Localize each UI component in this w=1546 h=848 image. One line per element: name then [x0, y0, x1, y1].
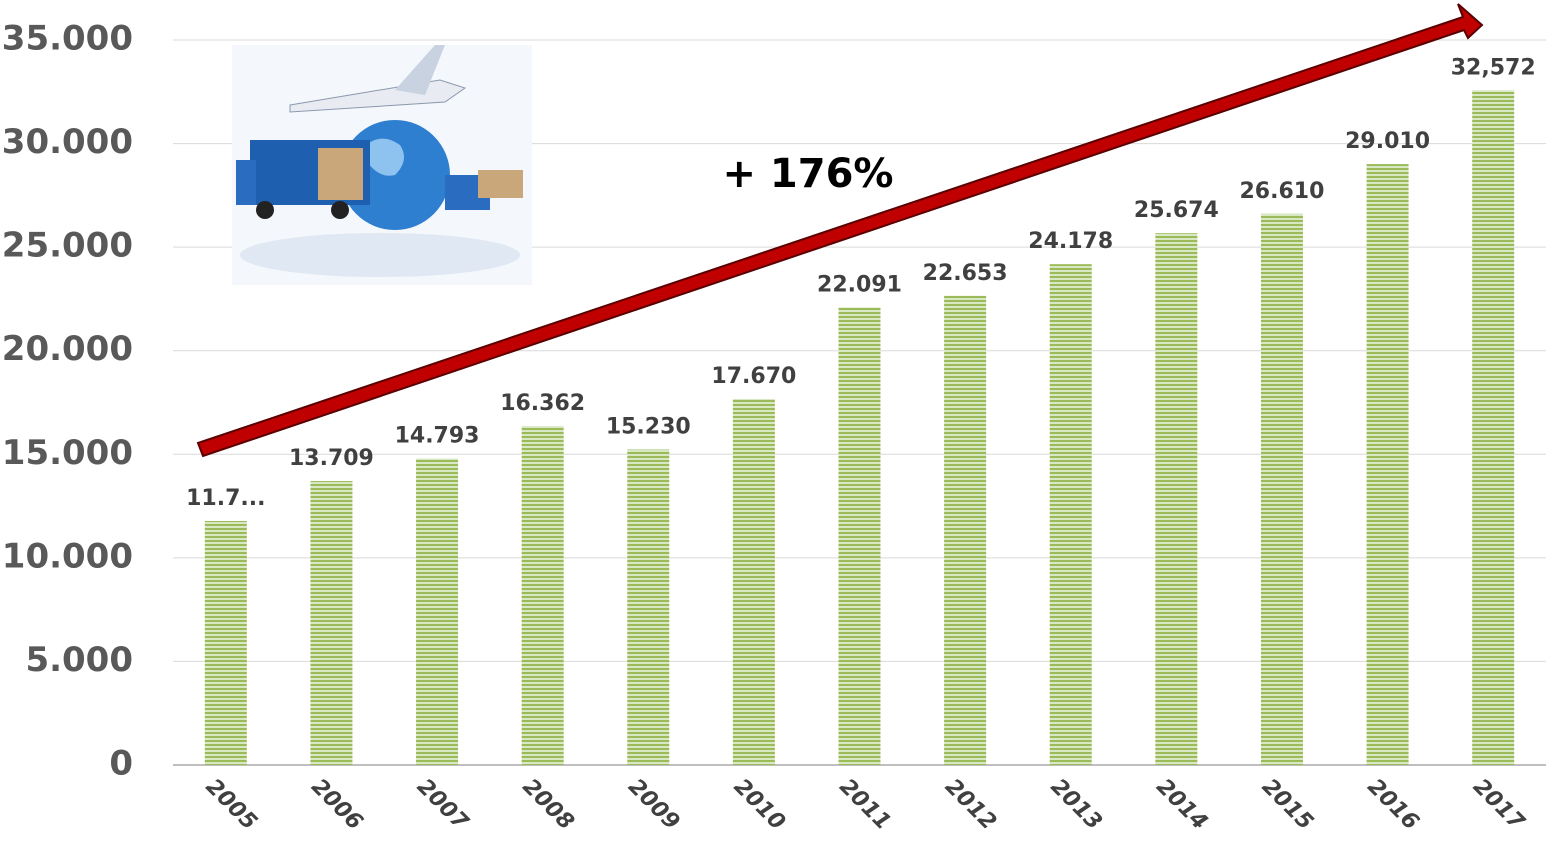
x-tick-label: 2010: [729, 774, 790, 835]
x-tick-label: 2005: [201, 774, 262, 835]
value-label: 17.670: [711, 364, 796, 389]
x-tick-label: 2006: [306, 774, 367, 835]
bar: [1049, 264, 1092, 765]
value-label: 32,572: [1451, 55, 1536, 80]
value-label: 11.7...: [186, 486, 265, 511]
y-tick-label: 20.000: [2, 329, 133, 369]
x-tick-label: 2008: [518, 774, 579, 835]
y-tick-label: 30.000: [2, 122, 133, 162]
x-tick-label: 2017: [1468, 774, 1529, 835]
x-tick-label: 2007: [412, 774, 473, 835]
bar: [1155, 233, 1198, 766]
y-tick-label: 35.000: [2, 19, 133, 59]
value-label: 22.091: [817, 272, 902, 297]
bar: [732, 398, 775, 765]
value-label: 25.674: [1134, 198, 1219, 223]
annotation: + 176%: [722, 151, 893, 197]
bar: [1260, 213, 1303, 766]
value-label: 15.230: [606, 415, 691, 440]
value-label: 26.610: [1240, 179, 1325, 204]
bar: [1366, 164, 1409, 766]
value-label: 13.709: [289, 446, 374, 471]
y-tick-label: 10.000: [2, 536, 133, 576]
bar: [521, 426, 564, 765]
y-tick-label: 0: [109, 744, 133, 784]
bar: [944, 295, 987, 765]
bar: [416, 458, 459, 765]
logistics-illustration: [232, 45, 532, 285]
x-tick-label: 2009: [623, 774, 684, 835]
bar: [204, 520, 247, 765]
bar: [838, 307, 881, 765]
value-label: 24.178: [1028, 229, 1113, 254]
y-tick-label: 5.000: [25, 640, 133, 680]
x-tick-label: 2015: [1257, 774, 1318, 835]
x-tick-label: 2012: [940, 774, 1001, 835]
y-tick-label: 25.000: [2, 226, 133, 266]
bar: [1472, 90, 1515, 765]
bar: [627, 449, 670, 765]
value-label: 29.010: [1345, 129, 1430, 154]
x-tick-label: 2011: [834, 774, 895, 835]
y-tick-label: 15.000: [2, 433, 133, 473]
trend-arrow: [196, 3, 1484, 458]
x-tick-label: 2014: [1151, 774, 1212, 835]
value-label: 16.362: [500, 391, 585, 416]
value-label: 14.793: [395, 424, 480, 449]
bar: [310, 481, 353, 765]
value-label: 22.653: [923, 261, 1008, 286]
x-tick-label: 2016: [1362, 774, 1423, 835]
x-tick-label: 2013: [1046, 774, 1107, 835]
